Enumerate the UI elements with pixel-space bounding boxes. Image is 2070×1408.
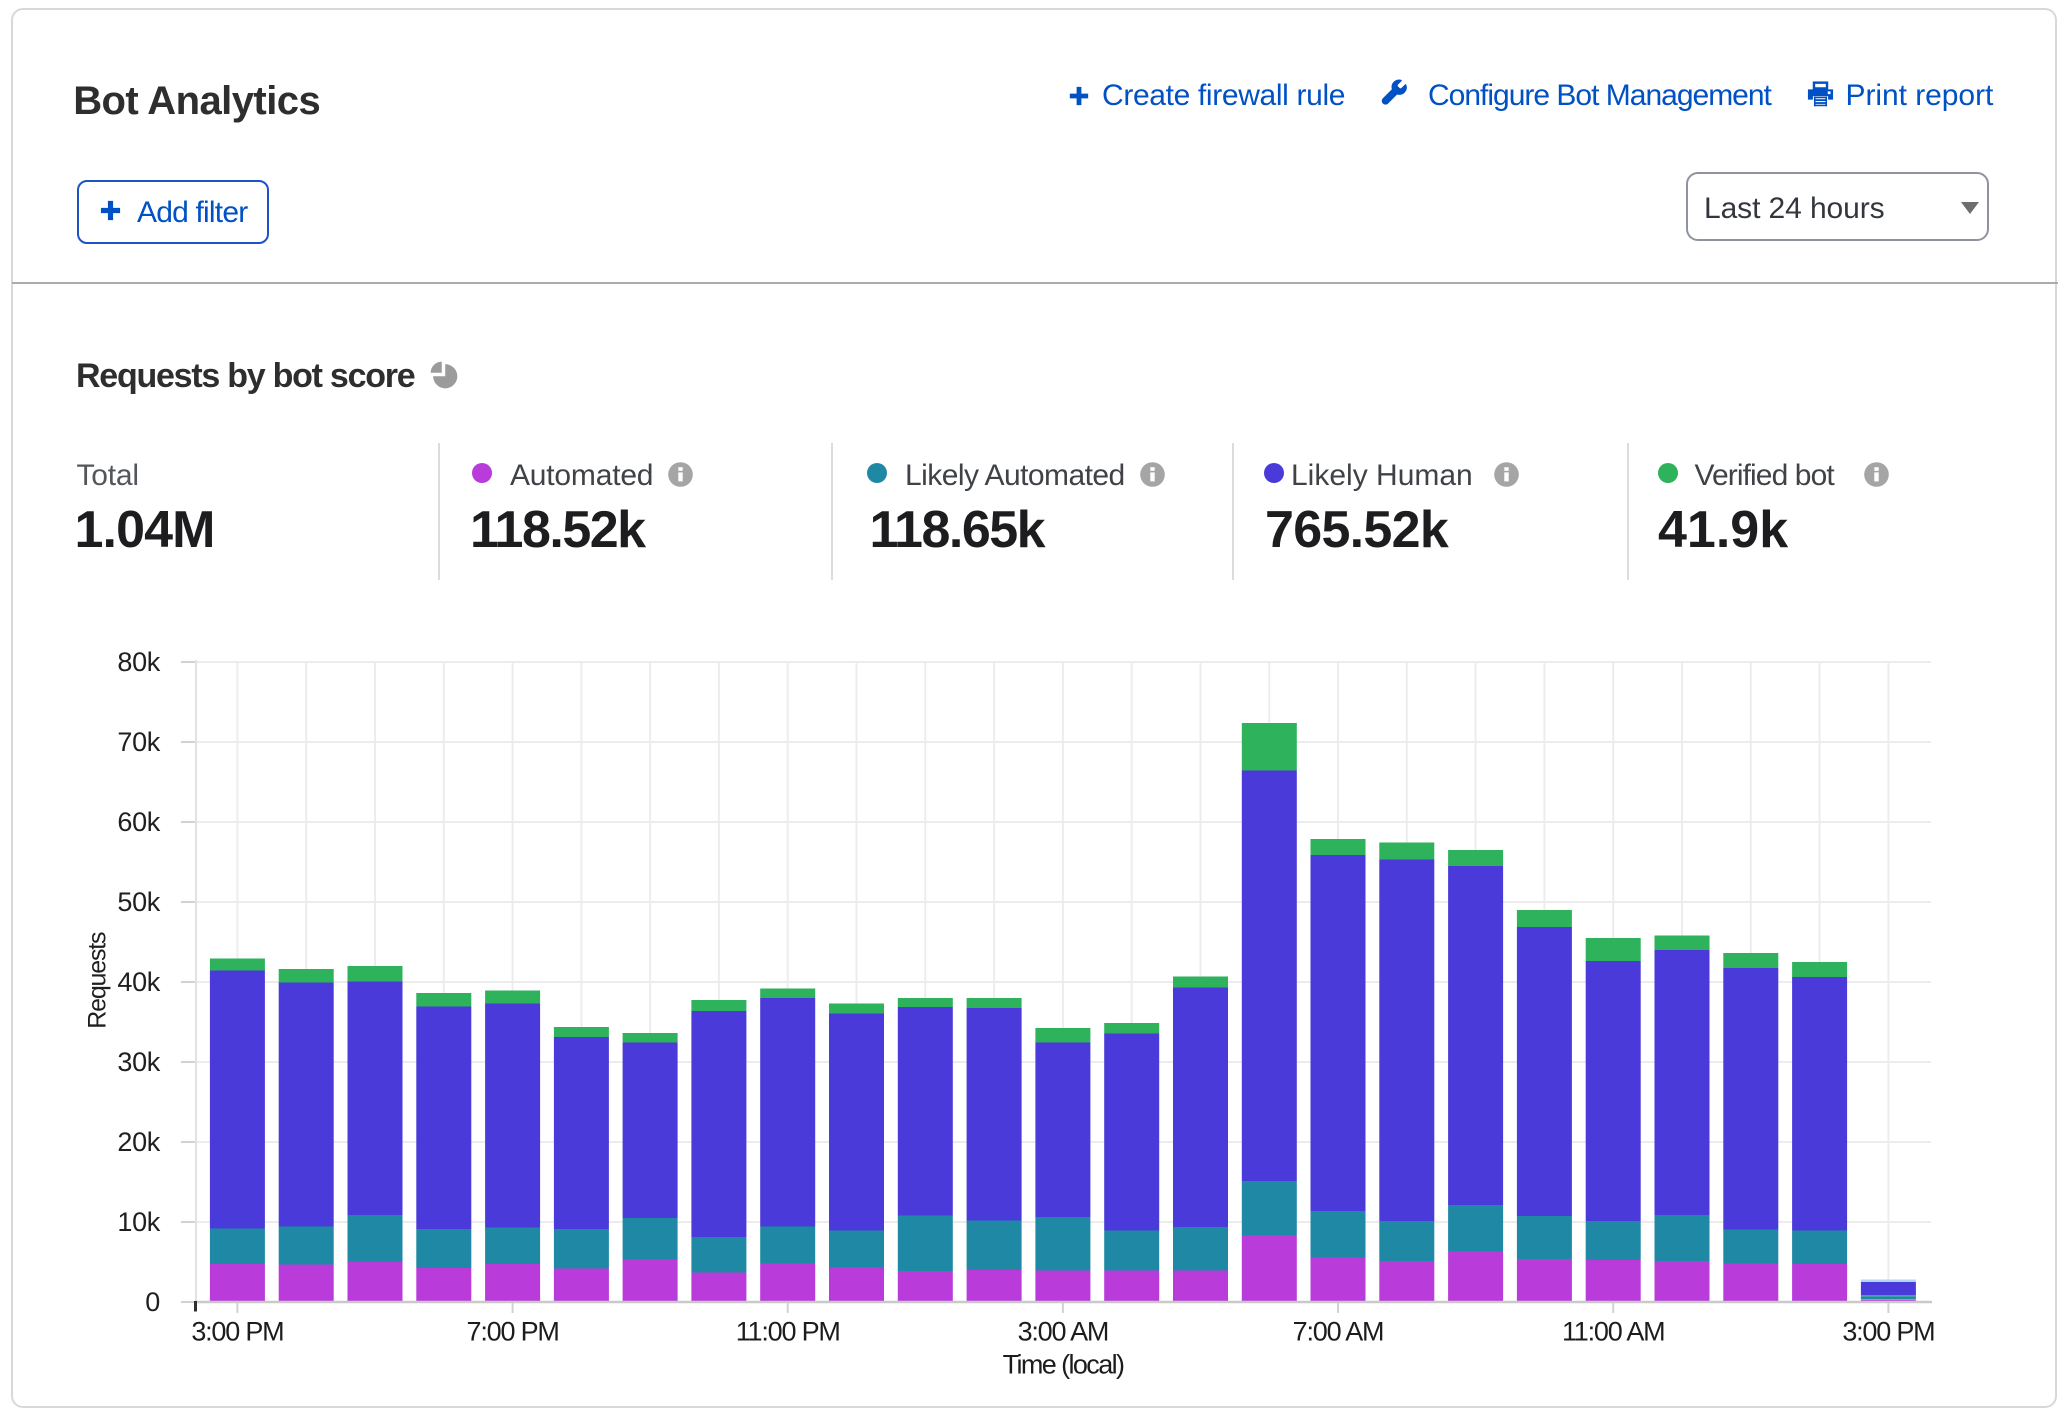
svg-text:3:00 PM: 3:00 PM [1842,1317,1934,1347]
svg-text:3:00 PM: 3:00 PM [191,1317,283,1347]
svg-text:60k: 60k [117,807,160,837]
svg-text:30k: 30k [117,1047,160,1077]
svg-text:Time (local): Time (local) [1003,1350,1124,1380]
svg-text:50k: 50k [117,887,160,917]
svg-text:20k: 20k [117,1127,160,1157]
svg-text:10k: 10k [117,1207,160,1237]
svg-text:70k: 70k [117,727,160,757]
svg-text:11:00 AM: 11:00 AM [1562,1317,1664,1347]
svg-text:11:00 PM: 11:00 PM [736,1317,840,1347]
svg-text:7:00 AM: 7:00 AM [1293,1317,1384,1347]
svg-text:3:00 AM: 3:00 AM [1018,1317,1109,1347]
svg-text:Requests: Requests [83,932,111,1029]
svg-text:7:00 PM: 7:00 PM [467,1317,559,1347]
svg-text:80k: 80k [117,647,160,677]
svg-text:40k: 40k [117,967,160,997]
svg-text:0: 0 [145,1287,160,1317]
